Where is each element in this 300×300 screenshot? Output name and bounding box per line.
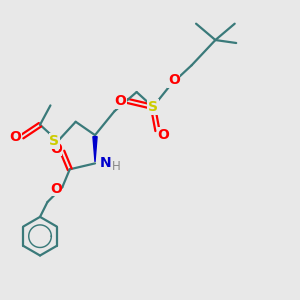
Text: S: S bbox=[49, 134, 59, 148]
Text: O: O bbox=[50, 182, 62, 196]
Text: O: O bbox=[10, 130, 22, 144]
Text: H: H bbox=[111, 160, 120, 173]
Polygon shape bbox=[93, 136, 97, 162]
Text: N: N bbox=[100, 156, 111, 170]
Text: S: S bbox=[148, 100, 158, 114]
Text: O: O bbox=[50, 142, 62, 155]
Text: O: O bbox=[114, 94, 126, 108]
Text: O: O bbox=[158, 128, 169, 142]
Text: O: O bbox=[168, 73, 180, 87]
